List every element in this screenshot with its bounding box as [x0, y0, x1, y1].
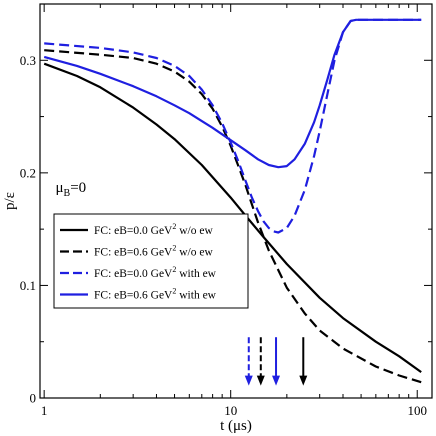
- y-tick-label: 0.3: [20, 53, 36, 68]
- series-line-2: [44, 49, 422, 384]
- arrow-head-3: [272, 375, 281, 386]
- plot-frame: [39, 3, 433, 399]
- legend-label-2: FC: eB=0.6 GeV2 w/o ew: [94, 244, 213, 259]
- x-tick-label: 10: [224, 403, 237, 418]
- x-axis-title: t (μs): [220, 418, 252, 434]
- arrow-head-2: [256, 375, 265, 386]
- y-axis-title: p/ε: [2, 192, 18, 210]
- series-lines: [43, 18, 422, 384]
- y-tick-label: 0.1: [20, 278, 36, 293]
- legend-label-4: FC: eB=0.6 GeV2 with ew: [94, 287, 217, 302]
- legend: FC: eB=0.0 GeV2 w/o ew FC: eB=0.6 GeV2 w/…: [53, 213, 249, 309]
- y-tick-label: 0: [30, 391, 37, 406]
- mu-b-annotation: μB=0: [55, 180, 86, 199]
- x-tick-label: 1: [41, 403, 48, 418]
- arrows: [244, 337, 308, 386]
- series-line-4: [43, 18, 422, 169]
- axis-ticks: 1 10 100 0 0.1 0.2 0.3: [20, 4, 432, 418]
- arrow-head-1: [244, 375, 253, 386]
- x-tick-label: 100: [407, 403, 427, 418]
- y-tick-label: 0.2: [20, 165, 36, 180]
- legend-label-3: FC: eB=0.0 GeV2 with ew: [94, 265, 217, 280]
- legend-label-1: FC: eB=0.0 GeV2 w/o ew: [94, 222, 213, 237]
- arrow-head-4: [299, 375, 308, 386]
- series-line-1: [43, 62, 422, 373]
